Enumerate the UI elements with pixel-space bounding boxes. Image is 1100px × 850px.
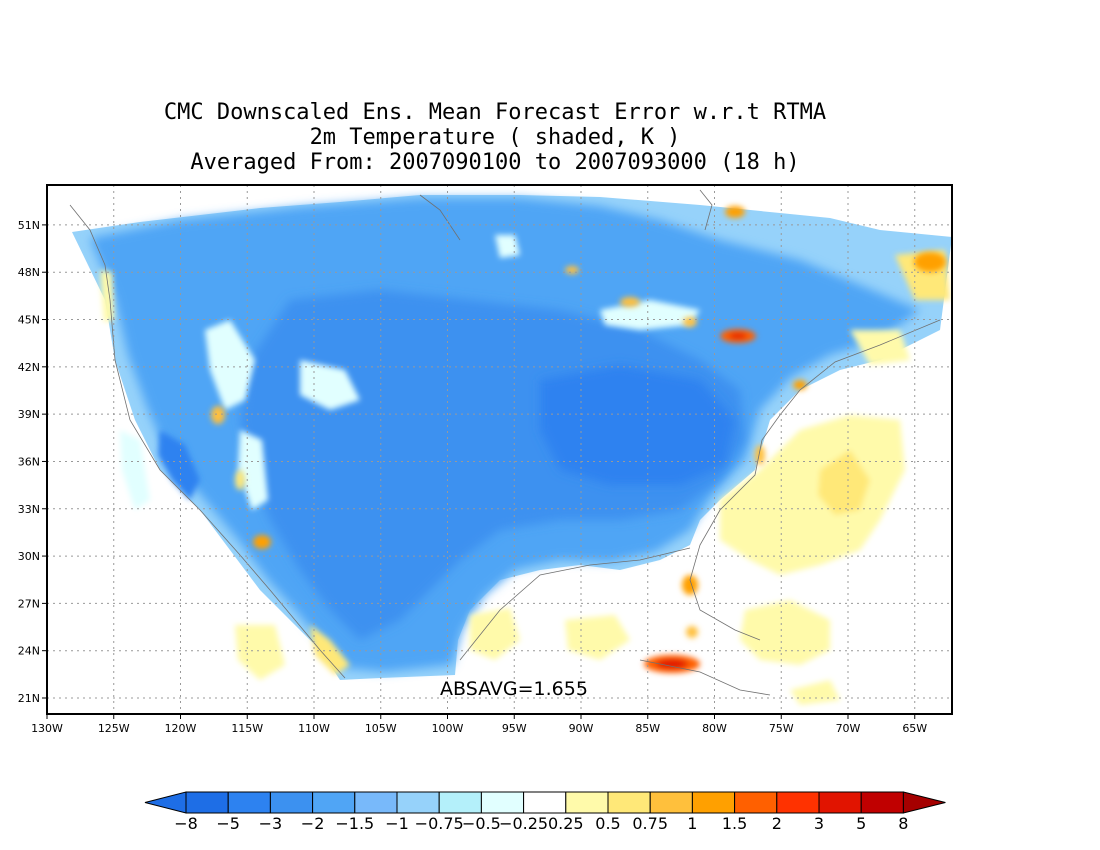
colorbar-label: 0.75 [632,814,668,833]
colorbar-label: −0.25 [499,814,548,833]
graticule [47,185,952,714]
colorbar-swatch [734,791,778,814]
colorbar-arrow-low [144,791,187,814]
colorbar-label: 0.25 [548,814,584,833]
colorbar-label: 1.5 [722,814,747,833]
colorbar-label: −0.75 [415,814,464,833]
lat-tick-label: 30N [18,550,40,563]
colorbar: −8 −5 −3 −2 −1.5 −1 −0.75−0.5−0.25 0.25 0.5 0.75 1… [144,791,946,833]
lat-tick-label: 33N [18,503,40,516]
colorbar-swatch [565,791,609,814]
colorbar-label: −2 [301,814,325,833]
lon-tick-label: 110W [298,722,330,735]
colorbar-label: 0.5 [595,814,620,833]
colorbar-label: −1.5 [335,814,374,833]
colorbar-label: −3 [259,814,283,833]
title-line-2: 2m Temperature ( shaded, K ) [309,125,681,150]
title-line-1: CMC Downscaled Ens. Mean Forecast Error … [163,100,827,125]
colorbar-swatch [607,791,651,814]
coastlines [69,189,941,696]
lat-tick-labels: 51N 48N 45N 42N 39N 36N 33N 30N 27N 24N 21N [18,219,47,705]
error-core-west [158,430,200,500]
colorbar-swatch [185,791,229,814]
colorbar-swatch [312,791,356,814]
colorbar-swatch [396,791,440,814]
colorbar-swatch [227,791,271,814]
colorbar-arrow-high [902,791,946,814]
colorbar-swatch [269,791,314,814]
lat-tick-label: 24N [18,645,40,658]
colorbar-swatch [691,791,736,814]
colorbar-label: 8 [898,814,908,833]
lat-tick-label: 27N [18,597,40,610]
lat-tick-label: 51N [18,219,40,232]
map-title: CMC Downscaled Ens. Mean Forecast Error … [0,100,990,175]
lon-tick-label: 75W [769,722,794,735]
colorbar-label: 5 [856,814,866,833]
colorbar-swatch [776,791,820,814]
colorbar-label: −0.5 [462,814,501,833]
lon-tick-label: 120W [165,722,197,735]
colorbar-swatch [523,791,567,814]
lat-tick-label: 36N [18,455,40,468]
lon-tick-label: 70W [836,722,861,735]
lon-tick-label: 90W [569,722,594,735]
lon-tick-label: 80W [702,722,727,735]
title-line-3: Averaged From: 2007090100 to 2007093000 … [190,150,800,175]
error-core-east [540,365,735,485]
lon-tick-label: 65W [902,722,927,735]
colorbar-label: −1 [385,814,409,833]
colorbar-swatch [438,791,482,814]
lat-tick-label: 21N [18,692,40,705]
lat-tick-label: 48N [18,266,40,279]
lat-tick-label: 39N [18,408,40,421]
colorbar-swatch [649,791,693,814]
absavg-annotation: ABSAVG=1.655 [440,678,588,700]
hot-spots [211,206,946,673]
lon-tick-label: 115W [231,722,263,735]
map-frame [46,184,953,715]
lon-tick-label: 95W [502,722,527,735]
lat-tick-label: 45N [18,314,40,327]
lon-tick-label: 125W [98,722,130,735]
shaded-field [72,195,952,705]
colorbar-label: 3 [814,814,824,833]
colorbar-label: −5 [216,814,240,833]
colorbar-label: 2 [772,814,782,833]
colorbar-swatch [354,791,398,814]
colorbar-label: −8 [174,814,198,833]
colorbar-label: 1 [687,814,697,833]
colorbar-swatch [818,791,862,814]
lon-tick-labels: 130W 125W 120W 115W 110W 105W 100W 95W 90W 85W 80W… [31,714,927,735]
lon-tick-label: 130W [31,722,63,735]
lon-tick-label: 105W [365,722,397,735]
colorbar-swatch [860,791,904,814]
lon-tick-label: 100W [432,722,464,735]
lat-tick-label: 42N [18,361,40,374]
colorbar-swatch [480,791,525,814]
lon-tick-label: 85W [635,722,660,735]
